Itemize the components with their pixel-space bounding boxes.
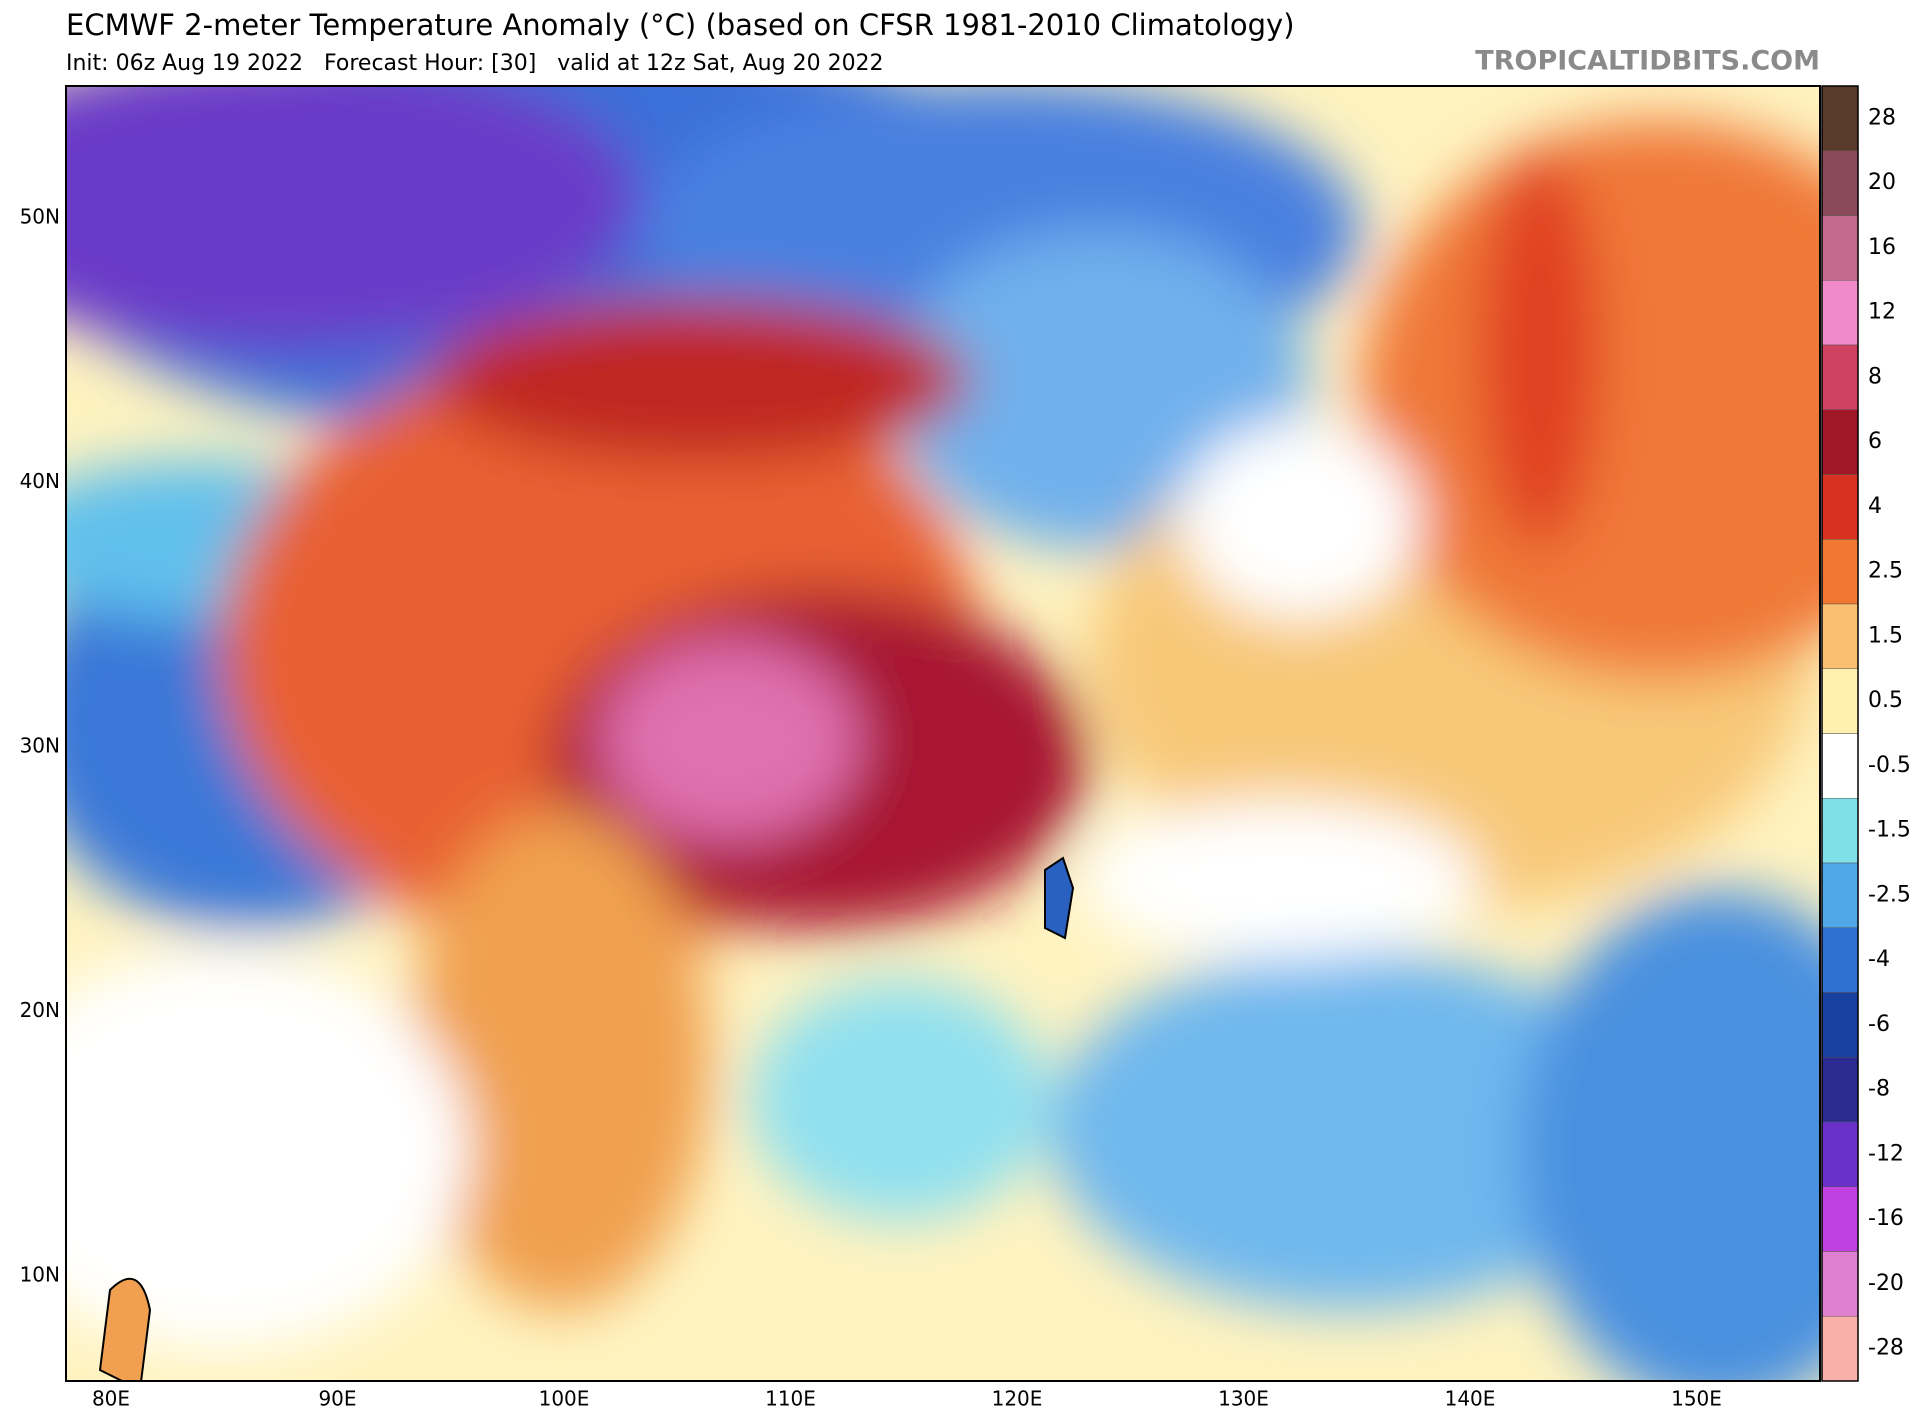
colorbar-label: -16: [1868, 1206, 1904, 1231]
colorbar-label: -28: [1868, 1336, 1904, 1361]
lon-label: 90E: [318, 1387, 356, 1411]
lon-label: 110E: [765, 1387, 816, 1411]
lat-label: 20N: [20, 998, 60, 1022]
colorbar-swatch: [1821, 474, 1859, 540]
watermark: TROPICALTIDBITS.COM: [1475, 46, 1820, 77]
colorbar-swatch: [1821, 344, 1859, 410]
colorbar-swatch: [1821, 85, 1859, 151]
lon-label: 100E: [539, 1387, 590, 1411]
colorbar-swatch: [1821, 668, 1859, 734]
colorbar-label: -1.5: [1868, 818, 1911, 843]
colorbar-label: 2.5: [1868, 559, 1903, 584]
colorbar-swatch: [1821, 1057, 1859, 1123]
lat-label: 50N: [20, 205, 60, 229]
map-frame: [65, 85, 1821, 1382]
colorbar-label: 4: [1868, 494, 1882, 519]
colorbar-swatch: [1821, 1316, 1859, 1382]
colorbar-label: -20: [1868, 1271, 1904, 1296]
lon-label: 150E: [1671, 1387, 1722, 1411]
title: ECMWF 2-meter Temperature Anomaly (°C) (…: [66, 8, 1295, 42]
colorbar-swatch: [1821, 603, 1859, 669]
colorbar: 28 20 16 12 8 6 4 2.5 1.5 0.5 -0.5 -1.5 -2.5 -4 -6 -8 -1…: [1821, 85, 1911, 1382]
colorbar-label: -6: [1868, 1012, 1890, 1037]
lat-label: 30N: [20, 734, 60, 758]
colorbar-label: -2.5: [1868, 882, 1911, 907]
colorbar-label: 12: [1868, 300, 1896, 325]
colorbar-label: 16: [1868, 235, 1896, 260]
colorbar-label: -12: [1868, 1141, 1904, 1166]
colorbar-label: 6: [1868, 429, 1882, 454]
colorbar-frame: [1821, 85, 1859, 1382]
colorbar-swatch: [1821, 1251, 1859, 1317]
colorbar-swatch: [1821, 409, 1859, 475]
colorbar-swatch: [1821, 1121, 1859, 1187]
colorbar-label: -8: [1868, 1077, 1890, 1102]
lon-label: 130E: [1218, 1387, 1269, 1411]
colorbar-label: 28: [1868, 105, 1896, 130]
colorbar-swatch: [1821, 798, 1859, 864]
colorbar-swatch: [1821, 280, 1859, 346]
anomaly-field: [66, 86, 1820, 1381]
colorbar-label: 0.5: [1868, 688, 1903, 713]
colorbar-swatch: [1821, 992, 1859, 1058]
colorbar-label: -0.5: [1868, 753, 1911, 778]
lat-label: 40N: [20, 469, 60, 493]
colorbar-swatch: [1821, 733, 1859, 799]
subtitle: Init: 06z Aug 19 2022 Forecast Hour: [30…: [66, 51, 884, 76]
lon-label: 120E: [992, 1387, 1043, 1411]
colorbar-label: 1.5: [1868, 623, 1903, 648]
colorbar-label: 8: [1868, 364, 1882, 389]
lon-label: 80E: [92, 1387, 130, 1411]
colorbar-label: 20: [1868, 170, 1896, 195]
colorbar-label: -4: [1868, 947, 1890, 972]
lon-label: 140E: [1445, 1387, 1496, 1411]
colorbar-swatch: [1821, 927, 1859, 993]
colorbar-swatch: [1821, 539, 1859, 605]
lat-label: 10N: [20, 1263, 60, 1287]
colorbar-swatch: [1821, 150, 1859, 216]
colorbar-swatch: [1821, 1186, 1859, 1252]
colorbar-swatch: [1821, 862, 1859, 928]
colorbar-swatch: [1821, 215, 1859, 281]
